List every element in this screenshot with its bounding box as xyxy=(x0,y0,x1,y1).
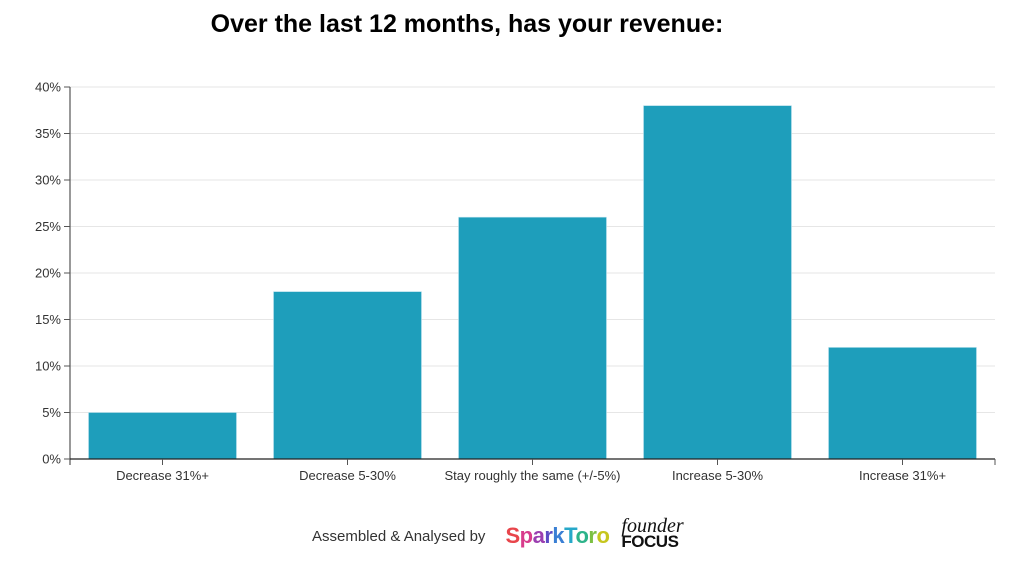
x-tick-label: Increase 5-30% xyxy=(672,468,763,483)
x-tick-label: Decrease 31%+ xyxy=(116,468,209,483)
bars xyxy=(88,105,977,460)
x-axis: Decrease 31%+ Decrease 5-30% Stay roughly … xyxy=(70,458,996,483)
x-tick-label: Increase 31%+ xyxy=(859,468,946,483)
footer-text: Assembled & Analysed by xyxy=(312,527,486,545)
y-axis: 0% 5% 10% 15% 20% 25% 30% 35% 40% xyxy=(35,80,71,467)
y-tick-label: 20% xyxy=(35,266,61,281)
bar xyxy=(828,347,977,460)
founder-focus-logo: founder FOCUS xyxy=(621,516,683,551)
footer: Assembled & Analysed by SparkToro founde… xyxy=(312,516,684,552)
bar-chart: 0%5%10%15%20%25%30%35%40% Decrease 31%+ D… xyxy=(35,80,996,483)
bar xyxy=(458,216,607,460)
y-tick-label: 25% xyxy=(35,219,61,234)
sparktoro-logo: SparkToro xyxy=(505,523,610,548)
founder-logo-bottom: FOCUS xyxy=(621,532,679,551)
x-tick-label: Decrease 5-30% xyxy=(299,468,396,483)
founder-logo-top: founder xyxy=(621,515,684,537)
y-tick-label: 30% xyxy=(35,173,61,188)
y-tick-label: 10% xyxy=(35,359,61,374)
y-tick-label: 15% xyxy=(35,312,61,327)
x-tick-label: Stay roughly the same (+/-5%) xyxy=(445,468,621,483)
y-tick-label: 40% xyxy=(35,80,61,95)
bar xyxy=(643,105,792,460)
y-tick-label: 35% xyxy=(35,126,61,141)
chart-title: Over the last 12 months, has your revenu… xyxy=(210,10,724,38)
bar xyxy=(88,412,237,460)
y-tick-label: 0% xyxy=(42,452,61,467)
bar xyxy=(273,291,422,460)
y-tick-label: 5% xyxy=(42,405,61,420)
